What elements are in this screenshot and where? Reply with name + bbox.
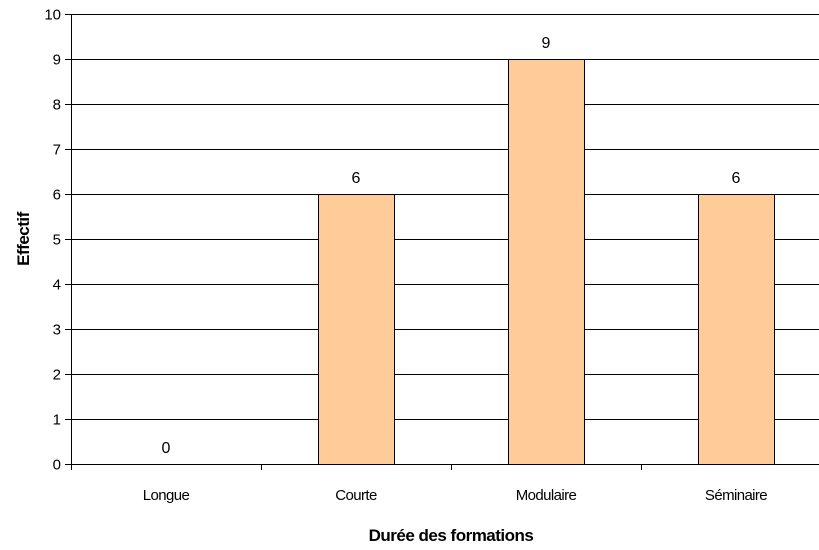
y-tick-label: 5 — [53, 232, 61, 249]
axes — [65, 14, 819, 470]
y-tick-label: 4 — [53, 277, 61, 294]
y-tick-labels: 0 1 2 3 4 5 6 7 8 9 10 — [44, 7, 61, 474]
bar — [318, 194, 395, 465]
bar — [698, 194, 775, 465]
y-tick-label: 8 — [53, 97, 61, 114]
data-label: 9 — [542, 35, 551, 52]
data-label: 0 — [162, 440, 171, 457]
x-axis-title: Durée des formations — [369, 526, 534, 545]
x-tick-label: Séminaire — [705, 487, 767, 504]
y-tick-label: 9 — [53, 52, 61, 69]
gridlines — [71, 14, 819, 465]
y-tick-label: 3 — [53, 322, 61, 339]
y-tick-label: 1 — [53, 412, 61, 429]
data-label: 6 — [732, 170, 741, 187]
y-tick-label: 10 — [44, 7, 61, 24]
y-tick-label: 7 — [53, 142, 61, 159]
y-tick-label: 0 — [53, 457, 61, 474]
x-tick-label: Courte — [335, 487, 377, 504]
x-tick-labels: Longue Courte Modulaire Séminaire — [143, 487, 768, 504]
y-axis-title: Effectif — [14, 211, 33, 265]
y-tick-label: 6 — [53, 187, 61, 204]
x-tick-label: Modulaire — [516, 487, 577, 504]
data-label: 6 — [352, 170, 361, 187]
bar — [508, 59, 585, 465]
data-labels: 0 6 9 6 — [162, 35, 741, 457]
x-tick-label: Longue — [143, 487, 190, 504]
y-tick-label: 2 — [53, 367, 61, 384]
bars — [318, 59, 775, 465]
